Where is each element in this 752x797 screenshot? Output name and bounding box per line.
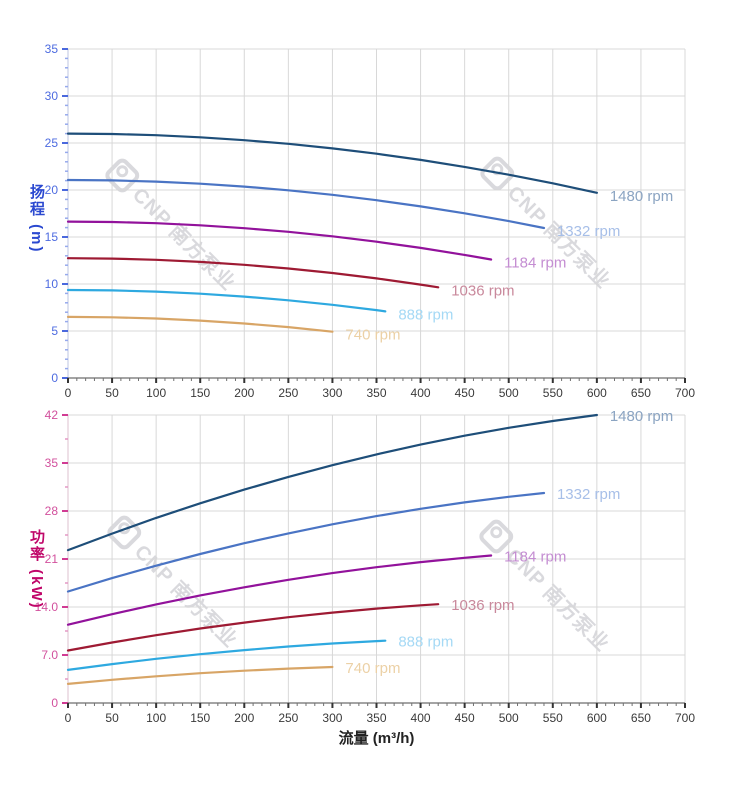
x-tick-label: 600 (587, 386, 607, 400)
x-tick-label: 350 (366, 711, 386, 725)
curve-label-1480rpm: 1480 rpm (610, 408, 673, 425)
curve-label-1480rpm: 1480 rpm (610, 188, 673, 205)
x-tick-label: 350 (366, 386, 386, 400)
x-tick-label: 400 (411, 711, 431, 725)
x-tick-label: 0 (65, 711, 72, 725)
flow-axis-title: 流量 (m³/h) (338, 730, 415, 747)
x-tick-label: 650 (631, 711, 651, 725)
x-tick-label: 600 (587, 711, 607, 725)
x-tick-label: 550 (543, 711, 563, 725)
curve-740rpm (66, 665, 334, 686)
y-tick-label: 30 (45, 89, 59, 103)
power-axis-title: 功率 (kW) (28, 528, 45, 610)
y-tick-label: 0 (51, 696, 58, 710)
x-tick-label: 300 (322, 711, 342, 725)
curve-label-1184rpm: 1184 rpm (504, 549, 566, 566)
x-tick-label: 150 (190, 386, 210, 400)
head-axis-title: 扬程 (m) (28, 184, 45, 254)
curve-label-740rpm: 740 rpm (345, 660, 400, 677)
curve-label-1036rpm: 1036 rpm (451, 282, 514, 299)
curve-label-888rpm: 888 rpm (398, 306, 453, 323)
x-tick-label: 100 (146, 711, 166, 725)
curve-888rpm (66, 639, 387, 672)
curve-label-1332rpm: 1332 rpm (557, 223, 620, 240)
curve-1480rpm (66, 413, 599, 552)
y-tick-label: 5 (51, 324, 58, 338)
y-tick-label: 35 (45, 456, 59, 470)
curve-1184rpm (66, 554, 493, 626)
curve-label-888rpm: 888 rpm (398, 634, 453, 651)
x-tick-label: 450 (455, 386, 475, 400)
x-tick-label: 200 (234, 711, 254, 725)
x-tick-label: 300 (322, 386, 342, 400)
y-tick-label: 14.0 (35, 600, 59, 614)
x-tick-label: 500 (499, 386, 519, 400)
curve-1184rpm (66, 220, 493, 261)
y-tick-label: 0 (51, 371, 58, 385)
y-tick-label: 35 (45, 42, 59, 56)
curve-label-1036rpm: 1036 rpm (451, 597, 514, 614)
curve-1036rpm (66, 257, 440, 289)
curve-740rpm (66, 315, 334, 333)
y-tick-label: 25 (45, 136, 59, 150)
x-tick-label: 550 (543, 386, 563, 400)
curve-1332rpm (66, 491, 546, 593)
y-tick-label: 15 (45, 230, 59, 244)
x-tick-label: 700 (675, 711, 695, 725)
x-tick-label: 650 (631, 386, 651, 400)
curve-1036rpm (66, 603, 440, 652)
x-tick-label: 100 (146, 386, 166, 400)
x-tick-label: 250 (278, 386, 298, 400)
curve-label-1332rpm: 1332 rpm (557, 486, 620, 503)
x-tick-label: 450 (455, 711, 475, 725)
curve-label-740rpm: 740 rpm (345, 327, 400, 344)
x-tick-label: 150 (190, 711, 210, 725)
x-tick-label: 0 (65, 386, 72, 400)
y-tick-label: 42 (45, 408, 59, 422)
x-tick-label: 250 (278, 711, 298, 725)
y-tick-label: 20 (45, 183, 59, 197)
x-tick-label: 50 (105, 711, 119, 725)
x-tick-label: 700 (675, 386, 695, 400)
x-tick-label: 200 (234, 386, 254, 400)
y-tick-label: 28 (45, 504, 59, 518)
y-tick-label: 21 (45, 552, 59, 566)
curve-label-1184rpm: 1184 rpm (504, 254, 566, 271)
curve-1480rpm (66, 132, 599, 194)
curve-888rpm (66, 288, 387, 313)
y-tick-label: 7.0 (41, 648, 58, 662)
x-tick-label: 50 (105, 386, 119, 400)
y-tick-label: 10 (45, 277, 59, 291)
x-tick-label: 400 (411, 386, 431, 400)
x-tick-label: 500 (499, 711, 519, 725)
curve-1332rpm (66, 178, 546, 230)
